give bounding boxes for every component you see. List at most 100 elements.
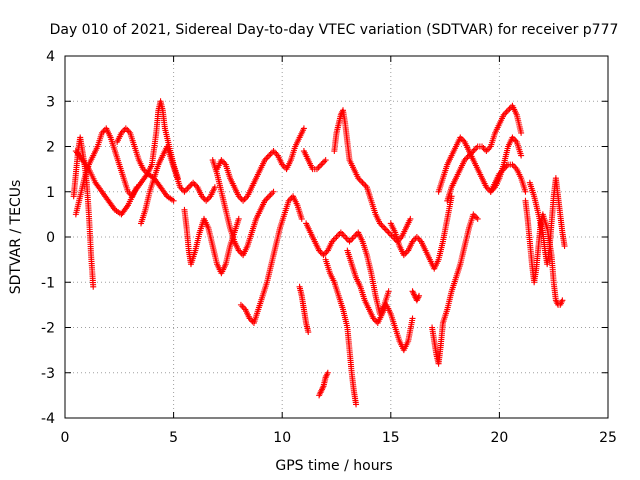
data-point [522,188,529,195]
data-point [264,194,271,201]
series-arc-4 [114,98,181,182]
data-point [480,145,487,152]
data-point [379,223,386,230]
data-point [321,158,328,165]
data-point [124,126,131,133]
y-tick-label: 4 [46,49,55,65]
data-point [90,283,97,290]
data-point [557,300,564,307]
data-point [270,188,277,195]
data-point [471,146,478,153]
data-point [182,187,189,194]
data-point [385,229,392,236]
data-point [184,185,191,192]
series-arc-22 [487,161,529,195]
series-arc-15 [322,256,360,408]
data-point [211,184,218,191]
data-point [190,179,197,186]
data-point [358,178,365,185]
data-point [324,369,331,376]
data-point [122,125,129,132]
data-point [339,230,346,237]
data-point [337,229,344,236]
data-point [415,235,422,242]
y-tick-label: -4 [41,411,55,427]
data-point [559,297,566,304]
data-point [318,161,325,168]
series-arc-18 [409,288,423,304]
data-point [203,197,210,204]
series-arc-17 [387,193,455,272]
data-point [321,250,328,257]
series-arc-8 [214,125,307,204]
y-tick-label: 2 [46,140,55,156]
series-arc-13 [303,220,392,317]
data-point [270,148,277,155]
data-point [506,105,513,112]
plot-frame [64,55,609,419]
x-tick-label: 25 [599,430,617,446]
data-point [170,197,177,204]
data-point [384,227,391,234]
y-tick-label: -3 [41,366,55,382]
data-point [334,232,341,239]
x-tick-label: 20 [490,430,508,446]
data-point [558,298,565,305]
y-tick-label: 0 [46,230,55,246]
data-point [322,157,329,164]
data-point [387,230,394,237]
data-point [332,235,339,242]
data-point [361,181,368,188]
data-point [413,234,420,240]
data-point [237,301,244,308]
data-point [305,329,312,336]
data-point [269,190,276,197]
data-point [300,125,307,132]
data-point [187,182,194,189]
data-point [315,164,322,171]
data-point [359,179,366,186]
data-point [316,163,323,170]
y-tick-label: -2 [41,321,55,337]
y-axis-label: SDTVAR / TECUs [8,180,24,295]
data-point [239,303,246,310]
data-point [185,184,192,191]
data-point [474,215,481,222]
data-point [298,215,305,222]
series-arc-3 [72,148,177,218]
data-point [483,148,490,155]
data-point [340,232,347,239]
data-point [382,226,389,233]
series-arc-14 [331,107,414,245]
data-point [342,234,349,240]
data-point [388,232,395,239]
data-point [407,215,414,222]
data-point [235,215,242,222]
axis-ticks: 0 5 10 15 20 25 -4 -3 -2 -1 0 1 2 3 4 [41,49,617,446]
data-point [267,191,274,198]
data-point [473,214,480,221]
data-point [271,149,278,156]
data-point [333,234,340,240]
data-point [323,372,330,379]
series-arc-21 [444,102,525,204]
data-point [518,152,525,159]
data-point [350,234,357,240]
data-point [266,152,273,159]
data-point [346,238,353,245]
series-arc-9 [237,193,305,326]
series-arc-2 [72,125,140,218]
x-tick-label: 15 [382,430,400,446]
data-point [473,145,480,152]
data-point [349,235,356,242]
data-point [204,196,211,203]
data-point [240,197,247,204]
data-point [518,129,525,136]
data-point [561,243,568,250]
series-arc-5 [138,143,218,227]
x-axis-label: GPS time / hours [275,458,392,474]
y-tick-label: -1 [41,275,55,291]
x-tick-label: 0 [61,430,70,446]
series-arc-19 [429,211,481,367]
